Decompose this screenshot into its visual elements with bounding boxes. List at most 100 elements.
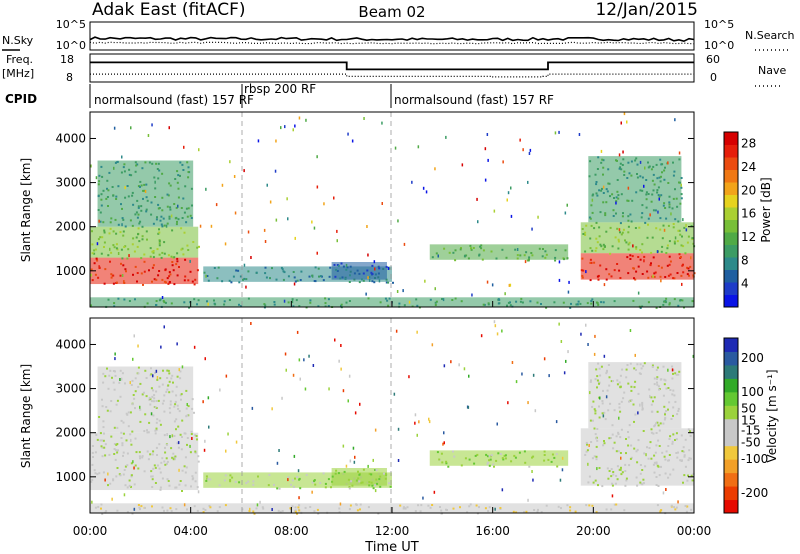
data-cell (177, 187, 180, 190)
data-cell (627, 431, 629, 433)
data-cell (139, 408, 142, 411)
x-tick-label: 20:00 (576, 524, 611, 538)
data-cell (135, 211, 138, 214)
data-cell (454, 249, 457, 252)
data-cell (680, 177, 683, 179)
data-cell (169, 411, 172, 414)
scatter-point (90, 273, 92, 277)
data-cell (591, 249, 594, 252)
scatter-point (585, 323, 587, 327)
data-cell (156, 454, 158, 456)
data-cell (599, 243, 602, 246)
data-cell (650, 457, 653, 460)
data-cell (627, 231, 630, 234)
data-cell (96, 438, 99, 441)
data-cell (569, 506, 572, 509)
data-cell (596, 379, 599, 382)
scatter-point (588, 444, 590, 447)
data-cell (169, 206, 172, 209)
data-cell (686, 266, 688, 269)
data-cell (181, 163, 184, 166)
data-cell (264, 304, 267, 307)
data-cell (191, 478, 194, 481)
scatter-point (287, 217, 289, 221)
data-cell (115, 232, 118, 235)
data-cell (551, 453, 554, 456)
scatter-point (418, 420, 420, 424)
data-cell (602, 192, 605, 194)
data-cell (663, 178, 666, 181)
data-cell (152, 400, 155, 403)
data-cell (137, 467, 140, 470)
data-cell (117, 297, 120, 300)
data-cell (184, 185, 187, 188)
data-cell (156, 418, 159, 421)
data-cell (657, 424, 660, 427)
data-cell (305, 473, 308, 476)
data-cell (91, 252, 94, 255)
data-cell (656, 189, 659, 192)
data-cell (680, 197, 683, 200)
data-cell (513, 454, 516, 457)
scatter-point (247, 230, 250, 234)
data-cell (141, 456, 144, 459)
data-cell (177, 446, 180, 449)
data-cell (204, 509, 207, 511)
data-cell (103, 432, 105, 435)
data-cell (668, 302, 671, 305)
data-cell (633, 277, 635, 280)
scatter-point (561, 468, 564, 472)
scatter-point (291, 300, 294, 304)
scatter-point (177, 204, 179, 208)
data-cell (176, 181, 179, 184)
scatter-point (113, 166, 115, 170)
scatter-point (493, 209, 496, 213)
data-cell (636, 461, 639, 464)
scatter-point (670, 212, 672, 216)
scatter-point (660, 279, 662, 283)
scatter-point (417, 145, 420, 149)
scatter-point (299, 377, 301, 381)
scatter-point (210, 224, 213, 228)
data-cell (674, 508, 677, 511)
data-cell (545, 504, 548, 507)
scatter-point (98, 265, 100, 269)
velocity-colorbar-label: Velocity [m s⁻¹] (765, 369, 779, 462)
data-cell (126, 257, 129, 260)
data-cell (136, 272, 139, 274)
data-cell (194, 480, 197, 483)
data-cell (240, 305, 243, 307)
scatter-point (516, 248, 519, 251)
data-cell (621, 164, 624, 166)
data-cell (631, 199, 634, 202)
data-cell (636, 163, 639, 166)
data-cell (540, 303, 542, 305)
data-cell (317, 267, 320, 270)
data-cell (584, 234, 587, 236)
data-cell (647, 457, 650, 460)
data-cell (497, 302, 500, 305)
data-cell (610, 437, 612, 439)
data-cell (117, 449, 119, 452)
data-cell (595, 445, 598, 448)
data-cell (255, 271, 258, 274)
data-cell (146, 429, 148, 432)
data-cell (652, 432, 655, 435)
scatter-point (90, 164, 92, 168)
scatter-point (652, 274, 654, 278)
scatter-point (193, 345, 196, 349)
scatter-point (632, 244, 634, 248)
data-cell (651, 236, 654, 239)
scatter-point (340, 367, 342, 371)
data-cell (175, 263, 178, 266)
data-cell (142, 197, 144, 200)
data-cell (564, 249, 567, 252)
data-cell (677, 451, 679, 454)
freq-right-tick-top: 60 (706, 53, 720, 66)
scatter-point (225, 374, 228, 378)
data-cell (671, 207, 674, 210)
data-cell (671, 393, 674, 396)
data-cell (311, 481, 314, 484)
data-cell (668, 303, 671, 306)
